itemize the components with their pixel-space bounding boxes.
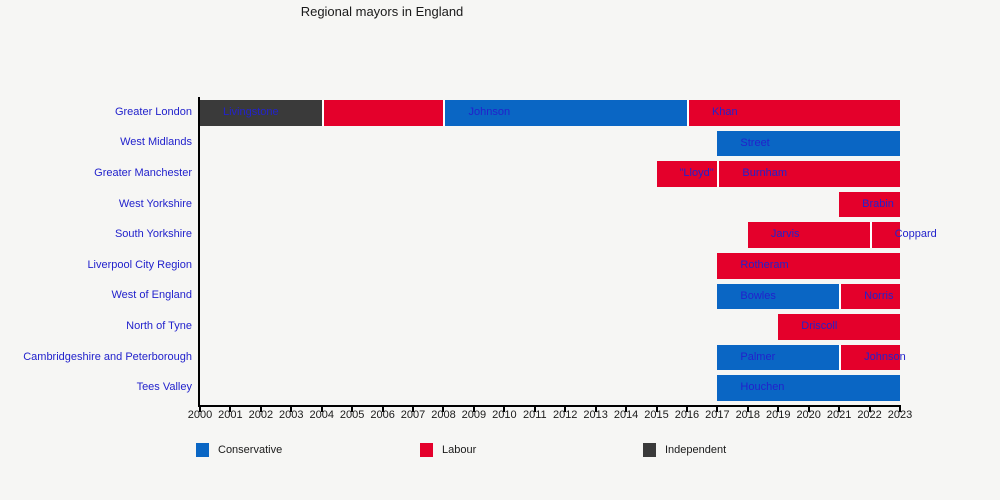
x-tick-label: 2010 bbox=[492, 409, 517, 421]
x-tick-label: 2022 bbox=[857, 409, 882, 421]
x-tick bbox=[472, 407, 475, 412]
region-label: Cambridgeshire and Peterborough bbox=[23, 350, 192, 363]
x-tick bbox=[685, 407, 688, 412]
x-tick-label: 2018 bbox=[735, 409, 761, 421]
x-tick bbox=[533, 407, 536, 412]
x-tick bbox=[807, 407, 810, 412]
bar-segment-johnson: Johnson bbox=[839, 344, 906, 371]
bar-segment-lloyd: "Lloyd" bbox=[656, 161, 718, 187]
bar-segment-livingstone: Livingstone bbox=[200, 100, 322, 126]
x-tick-label: 2002 bbox=[248, 409, 274, 421]
x-tick bbox=[564, 407, 567, 412]
x-tick-label: 2011 bbox=[522, 409, 547, 421]
x-tick bbox=[838, 407, 841, 412]
region-label: West Yorkshire bbox=[118, 197, 192, 210]
x-tick bbox=[259, 407, 262, 412]
independent-swatch bbox=[643, 443, 656, 457]
x-axis-line bbox=[198, 405, 901, 407]
x-tick-label: 2015 bbox=[644, 409, 669, 421]
legend-label: Labour bbox=[442, 444, 477, 456]
region-label: Greater Manchester bbox=[94, 166, 192, 179]
x-tick bbox=[412, 407, 415, 412]
x-tick bbox=[351, 407, 354, 412]
x-tick-label: 2019 bbox=[766, 409, 791, 421]
legend-label: Independent bbox=[665, 444, 727, 456]
y-axis-line bbox=[198, 97, 200, 407]
x-tick-label: 2014 bbox=[613, 409, 639, 421]
x-tick-label: 2004 bbox=[309, 409, 334, 421]
x-tick-label: 2023 bbox=[887, 409, 913, 421]
bar-segment-brabin: Brabin bbox=[839, 191, 900, 218]
x-tick-label: 2000 bbox=[187, 409, 213, 421]
x-tick-label: 2007 bbox=[400, 409, 426, 421]
x-tick bbox=[868, 407, 871, 412]
bar-segment-burnham: Burnham bbox=[717, 161, 900, 187]
x-tick-label: 2001 bbox=[218, 409, 243, 421]
bar-segment-norris: Norris bbox=[839, 283, 900, 310]
x-tick bbox=[655, 407, 658, 412]
bar-segment-coppard: Coppard bbox=[869, 222, 937, 248]
x-tick bbox=[381, 407, 384, 412]
x-tick bbox=[594, 407, 597, 412]
x-tick bbox=[442, 407, 445, 412]
bar-segment-khan: Khan bbox=[686, 100, 900, 126]
x-tick-label: 2020 bbox=[796, 409, 821, 421]
x-tick-label: 2003 bbox=[279, 409, 304, 421]
bar-segment-johnson: Johnson bbox=[443, 100, 687, 126]
x-tick-label: 2006 bbox=[370, 409, 395, 421]
x-tick bbox=[899, 407, 901, 412]
x-tick bbox=[320, 407, 323, 412]
region-label: Tees Valley bbox=[136, 381, 192, 394]
region-label: West of England bbox=[111, 289, 192, 302]
bar-segment-unlabeled bbox=[321, 100, 444, 126]
x-tick bbox=[746, 407, 749, 412]
x-tick-label: 2009 bbox=[461, 409, 487, 421]
bar-segment-rotheram: Rotheram bbox=[717, 253, 900, 279]
region-label: North of Tyne bbox=[126, 319, 192, 332]
x-tick bbox=[290, 407, 293, 412]
x-tick-label: 2016 bbox=[674, 409, 700, 421]
x-tick bbox=[716, 407, 719, 412]
x-tick-label: 2008 bbox=[431, 409, 456, 421]
x-tick-label: 2012 bbox=[552, 409, 578, 421]
labour-swatch bbox=[420, 443, 433, 457]
conservative-swatch bbox=[196, 443, 209, 457]
region-label: West Midlands bbox=[120, 136, 192, 149]
x-tick-label: 2017 bbox=[705, 409, 730, 421]
x-tick bbox=[777, 407, 780, 412]
bar-segment-street: Street bbox=[717, 130, 900, 157]
region-label: Liverpool City Region bbox=[87, 258, 192, 271]
chart-title: Regional mayors in England bbox=[300, 4, 464, 19]
bar-segment-bowles: Bowles bbox=[717, 283, 840, 310]
x-tick bbox=[199, 407, 201, 412]
region-label: Greater London bbox=[114, 105, 192, 118]
x-tick bbox=[625, 407, 628, 412]
bar-segment-driscoll: Driscoll bbox=[778, 314, 900, 340]
bar-segment-palmer: Palmer bbox=[717, 344, 840, 371]
x-tick bbox=[503, 407, 506, 412]
region-label: South Yorkshire bbox=[114, 228, 192, 241]
legend-label: Conservative bbox=[218, 444, 283, 456]
x-tick-label: 2013 bbox=[583, 409, 608, 421]
bar-segment-houchen: Houchen bbox=[717, 375, 900, 401]
x-tick-label: 2021 bbox=[826, 409, 852, 421]
bar-segment-jarvis: Jarvis bbox=[747, 222, 870, 248]
x-tick-label: 2005 bbox=[339, 409, 365, 421]
x-tick bbox=[229, 407, 232, 412]
